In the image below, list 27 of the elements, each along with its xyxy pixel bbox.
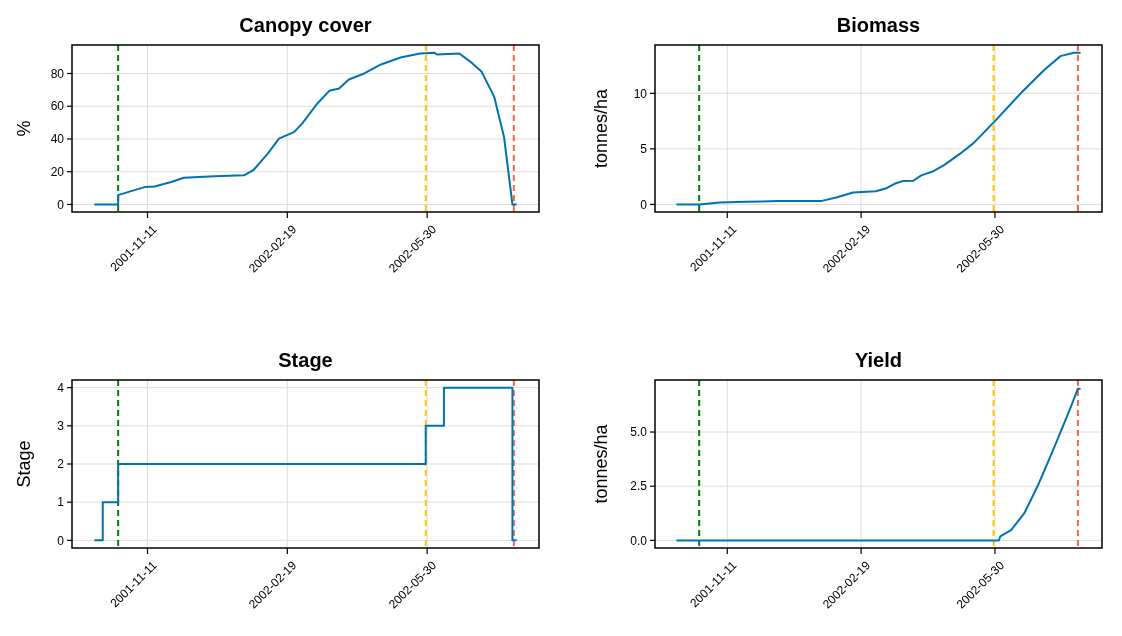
y-axis-title: Stage xyxy=(14,440,34,488)
chart-title: Biomass xyxy=(836,14,921,36)
y-tick-label: 10 xyxy=(633,86,648,101)
line-series xyxy=(675,51,1082,206)
line-series xyxy=(93,51,518,206)
y-tick-label: 4 xyxy=(57,380,65,395)
chart-title: Stage xyxy=(278,349,333,371)
chart-title: Yield xyxy=(854,349,903,371)
y-tick-label: 5.0 xyxy=(630,425,648,440)
y-tick-label: 0 xyxy=(640,197,648,212)
y-tick-label: 5 xyxy=(640,142,648,157)
y-tick-label: 20 xyxy=(50,164,65,179)
y-tick-label: 0 xyxy=(57,197,65,212)
chart-title: Canopy cover xyxy=(239,14,372,36)
y-tick-label: 0 xyxy=(57,533,65,548)
y-axis-title: tonnes/ha xyxy=(591,423,611,504)
y-tick-label: 1 xyxy=(57,495,65,510)
y-tick-label: 40 xyxy=(50,132,65,147)
y-tick-label: 2.5 xyxy=(630,479,648,494)
y-tick-label: 80 xyxy=(50,66,65,81)
y-tick-label: 3 xyxy=(57,419,65,434)
y-tick-label: 2 xyxy=(57,457,65,472)
y-axis-title: tonnes/ha xyxy=(591,87,611,169)
y-tick-label: 0.0 xyxy=(630,533,648,548)
y-tick-label: 60 xyxy=(50,99,65,114)
line-series xyxy=(675,387,1082,542)
y-axis-title: % xyxy=(14,120,34,137)
